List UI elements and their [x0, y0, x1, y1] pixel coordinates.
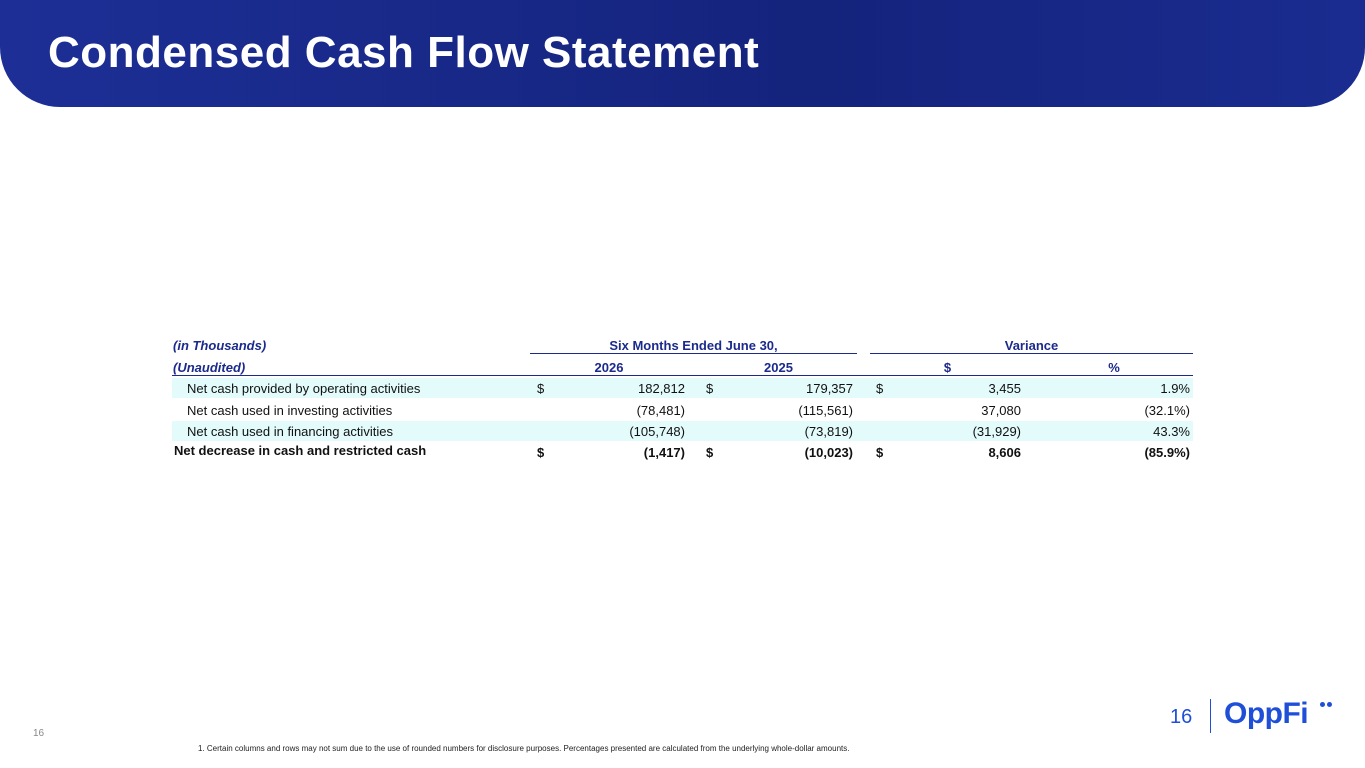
cell-value: (78,481): [636, 403, 685, 418]
column-header: %: [1108, 360, 1120, 375]
cell-value: 37,080: [981, 403, 1021, 418]
header-banner: [0, 0, 1365, 107]
logo: OppFi: [1224, 697, 1309, 730]
logo-dot: [1320, 702, 1325, 707]
footnote: 1. Certain columns and rows may not sum …: [198, 744, 850, 753]
cell-value: (10,023): [804, 445, 853, 460]
cell-value: (115,561): [798, 403, 853, 418]
column-header: $: [943, 360, 952, 375]
row-label: Net cash used in financing activities: [187, 424, 393, 439]
page-number: 16: [1170, 706, 1193, 728]
cell-value: 3,455: [988, 381, 1021, 396]
cell-value: 1.9%: [1160, 381, 1190, 396]
row-label: Net decrease in cash and restricted cash: [174, 443, 427, 458]
currency-sign: $: [876, 445, 884, 460]
currency-sign: $: [537, 445, 545, 460]
column-header: 2025: [764, 360, 793, 375]
status-label: (Unaudited): [173, 360, 246, 375]
row-shade: [172, 378, 1193, 398]
header-rule: [530, 353, 857, 354]
cell-value: (73,819): [804, 424, 853, 439]
unit-label: (in Thousands): [173, 338, 267, 353]
currency-sign: $: [537, 381, 545, 396]
slide-number: 16: [33, 728, 45, 739]
logo-divider: [1210, 699, 1211, 733]
group-header: Variance: [1004, 338, 1059, 353]
cell-value: 182,812: [638, 381, 685, 396]
cell-value: (1,417): [643, 445, 685, 460]
row-shade: [172, 421, 1193, 441]
currency-sign: $: [706, 445, 714, 460]
currency-sign: $: [706, 381, 714, 396]
column-header: 2026: [594, 360, 624, 375]
row-label: Net cash provided by operating activitie…: [187, 381, 421, 396]
group-header: Six Months Ended June 30,: [609, 338, 778, 353]
cell-value: 8,606: [988, 445, 1021, 460]
currency-sign: $: [876, 381, 884, 396]
slide-title: Condensed Cash Flow Statement: [48, 28, 760, 77]
logo-dot: [1327, 702, 1332, 707]
header-rule: [172, 375, 1193, 376]
row-label: Net cash used in investing activities: [187, 403, 393, 418]
cell-value: (85.9%): [1144, 445, 1190, 460]
cell-value: (32.1%): [1144, 403, 1190, 418]
cell-value: (105,748): [629, 424, 685, 439]
cell-value: (31,929): [972, 424, 1021, 439]
cell-value: 43.3%: [1153, 424, 1190, 439]
cell-value: 179,357: [806, 381, 853, 396]
header-rule: [870, 353, 1193, 354]
